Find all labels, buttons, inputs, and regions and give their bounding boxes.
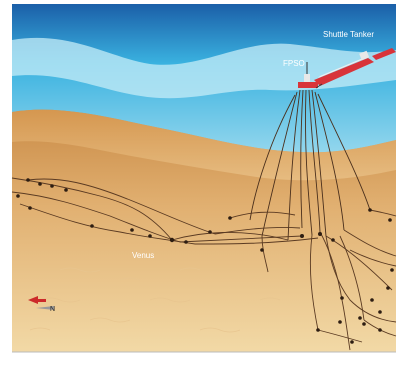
diagram-canvas: Shuttle Tanker FPSO Venus N [11,4,397,353]
seabed-slope [12,109,396,181]
seabed-ripples [29,267,281,333]
fpso-label: FPSO [283,59,305,68]
compass-letter: N [50,306,55,313]
pipelines [11,177,397,351]
north-arrow-icon: N [28,296,55,313]
shuttle-tanker-vessel [314,48,396,89]
shuttle-tanker-label: Shuttle Tanker [323,30,374,39]
venus-label: Venus [132,251,154,260]
fpso-vessel [298,62,318,88]
wellheads [16,178,394,344]
risers [249,89,371,241]
